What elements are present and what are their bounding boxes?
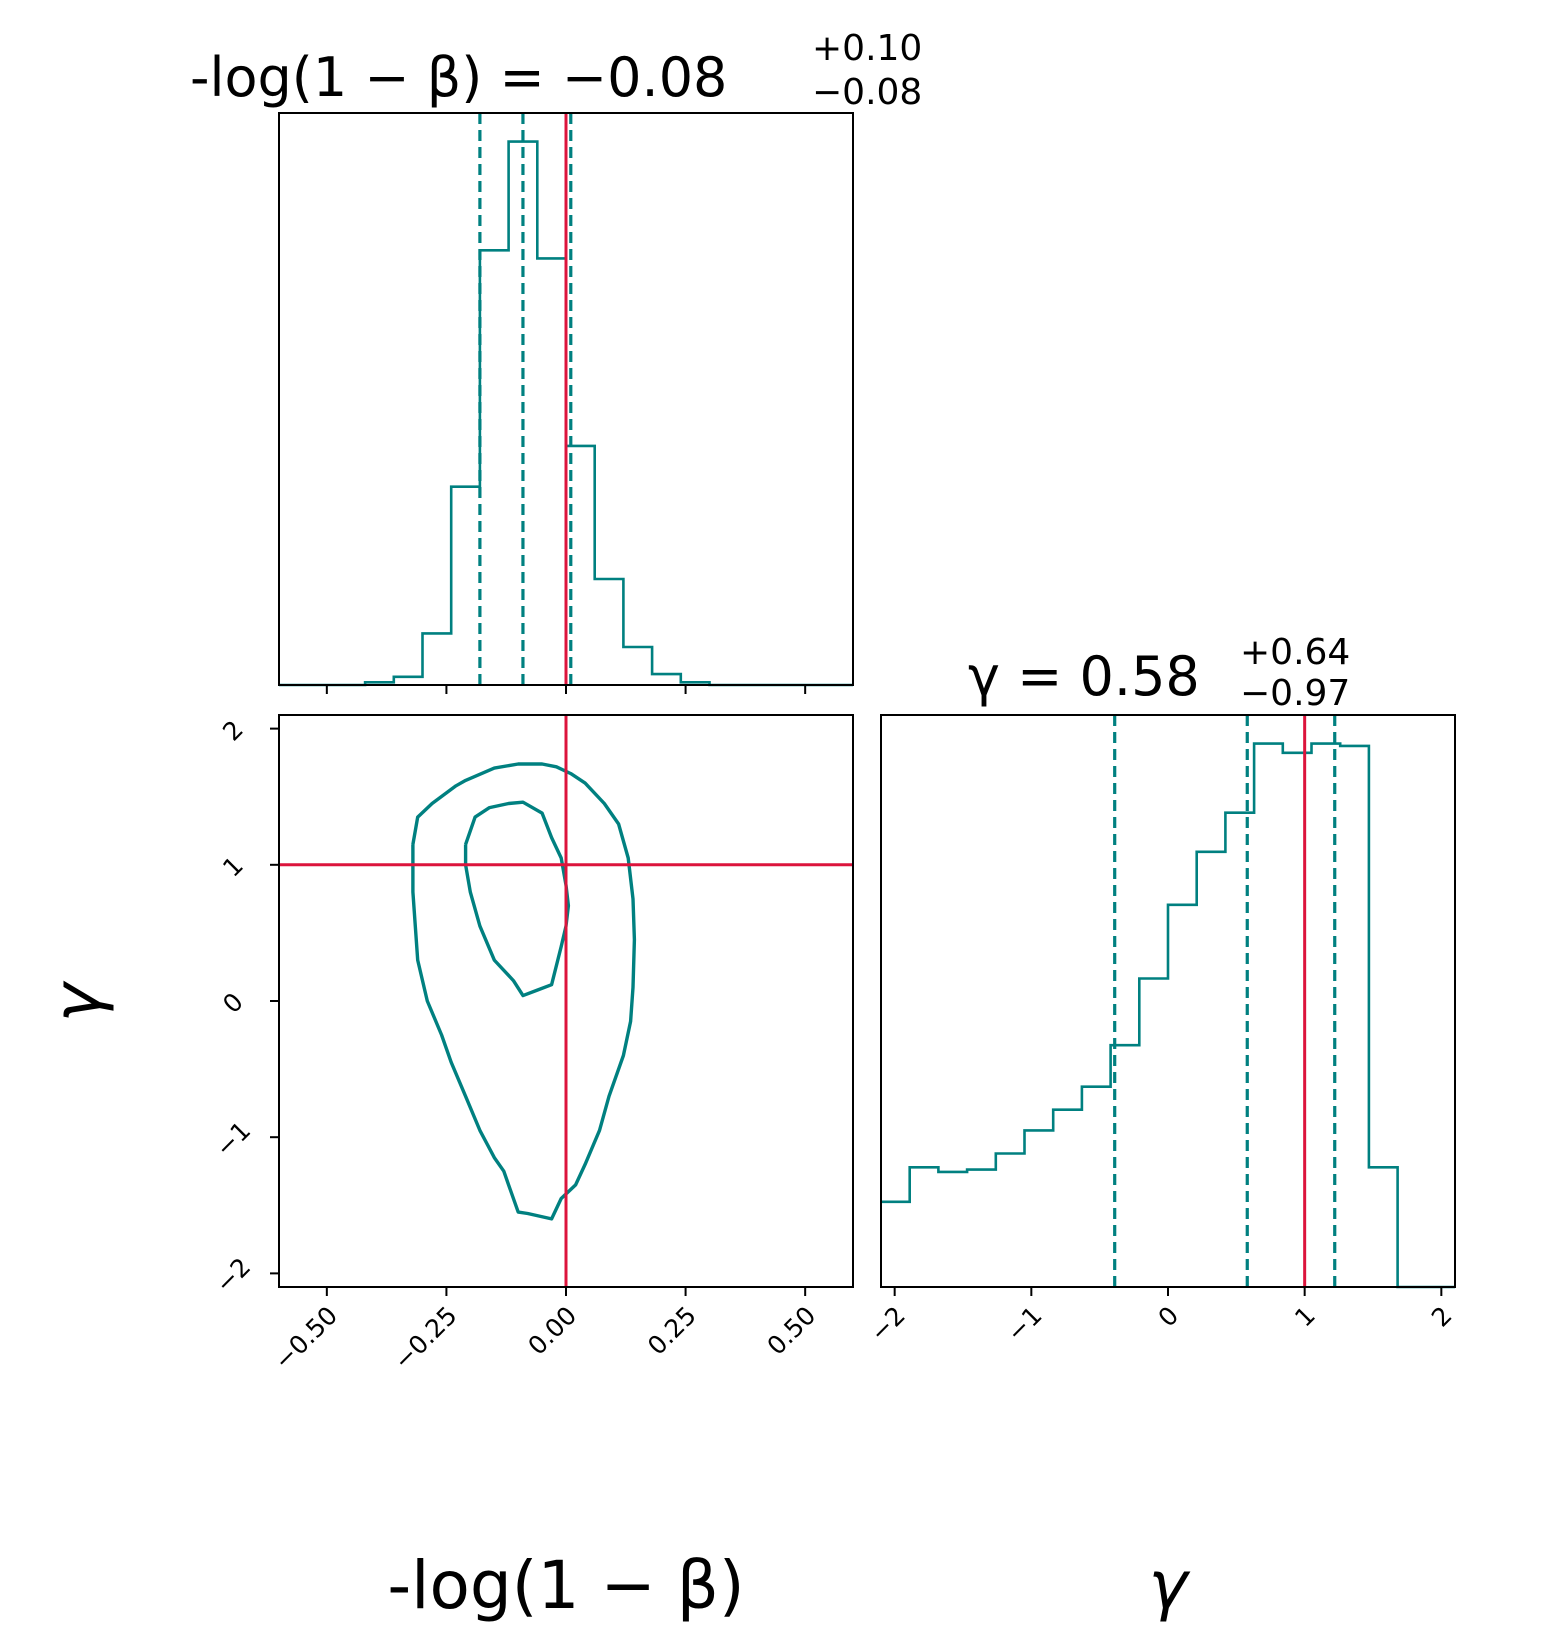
gamma-xtick-label-2: 0 bbox=[1152, 1301, 1184, 1333]
panel-gamma-marginal: γ = 0.58 +0.64 −0.97 −2 −1 0 1 2 γ bbox=[864, 632, 1457, 1624]
gamma-title-plus: +0.64 bbox=[1240, 632, 1350, 673]
joint-xtick-label-2: 0.00 bbox=[522, 1301, 582, 1361]
beta-title-minus: −0.08 bbox=[812, 72, 922, 113]
beta-title-prefix: -log(1 − β) = bbox=[190, 46, 562, 109]
gamma-xtick-label-3: 1 bbox=[1289, 1301, 1321, 1333]
gamma-xtick-label-1: −1 bbox=[1001, 1301, 1048, 1348]
gamma-xlabel: γ bbox=[1148, 1547, 1190, 1624]
gamma-title-value: 0.58 bbox=[1080, 645, 1200, 708]
panel-beta-marginal: -log(1 − β) = −0.08 +0.10 −0.08 bbox=[190, 28, 922, 694]
joint-ytick-label-4: 2 bbox=[217, 715, 249, 747]
joint-ylabel: γ bbox=[39, 981, 116, 1023]
beta-histogram-step bbox=[279, 140, 853, 687]
gamma-xtick-label-0: −2 bbox=[864, 1301, 911, 1348]
gamma-title-prefix: γ = bbox=[968, 645, 1080, 708]
beta-title-value: −0.08 bbox=[562, 46, 727, 109]
joint-ytick-label-2: 0 bbox=[217, 987, 249, 1019]
joint-ytick-label-0: −2 bbox=[210, 1252, 257, 1299]
joint-xtick-label-3: 0.25 bbox=[642, 1301, 702, 1361]
gamma-title: γ = 0.58 bbox=[968, 645, 1200, 708]
gamma-histogram-step bbox=[881, 742, 1455, 1289]
joint-xtick-label-1: −0.25 bbox=[388, 1301, 463, 1376]
joint-ytick-label-1: −1 bbox=[210, 1116, 257, 1163]
contour-level-1 bbox=[463, 800, 571, 998]
contour-level-0 bbox=[411, 762, 637, 1221]
beta-title: -log(1 − β) = −0.08 bbox=[190, 46, 727, 109]
joint-xtick-label-0: −0.50 bbox=[268, 1301, 343, 1376]
gamma-xtick-label-4: 2 bbox=[1426, 1301, 1458, 1333]
joint-ytick-label-3: 1 bbox=[217, 851, 249, 883]
gamma-title-minus: −0.97 bbox=[1240, 673, 1350, 714]
joint-xlabel: -log(1 − β) bbox=[387, 1547, 744, 1624]
joint-xtick-label-4: 0.50 bbox=[762, 1301, 822, 1361]
beta-title-plus: +0.10 bbox=[812, 28, 922, 69]
panel-joint: −0.50 −0.25 0.00 0.25 0.50 −2 −1 0 1 2 -log(1 − β… bbox=[39, 714, 854, 1624]
